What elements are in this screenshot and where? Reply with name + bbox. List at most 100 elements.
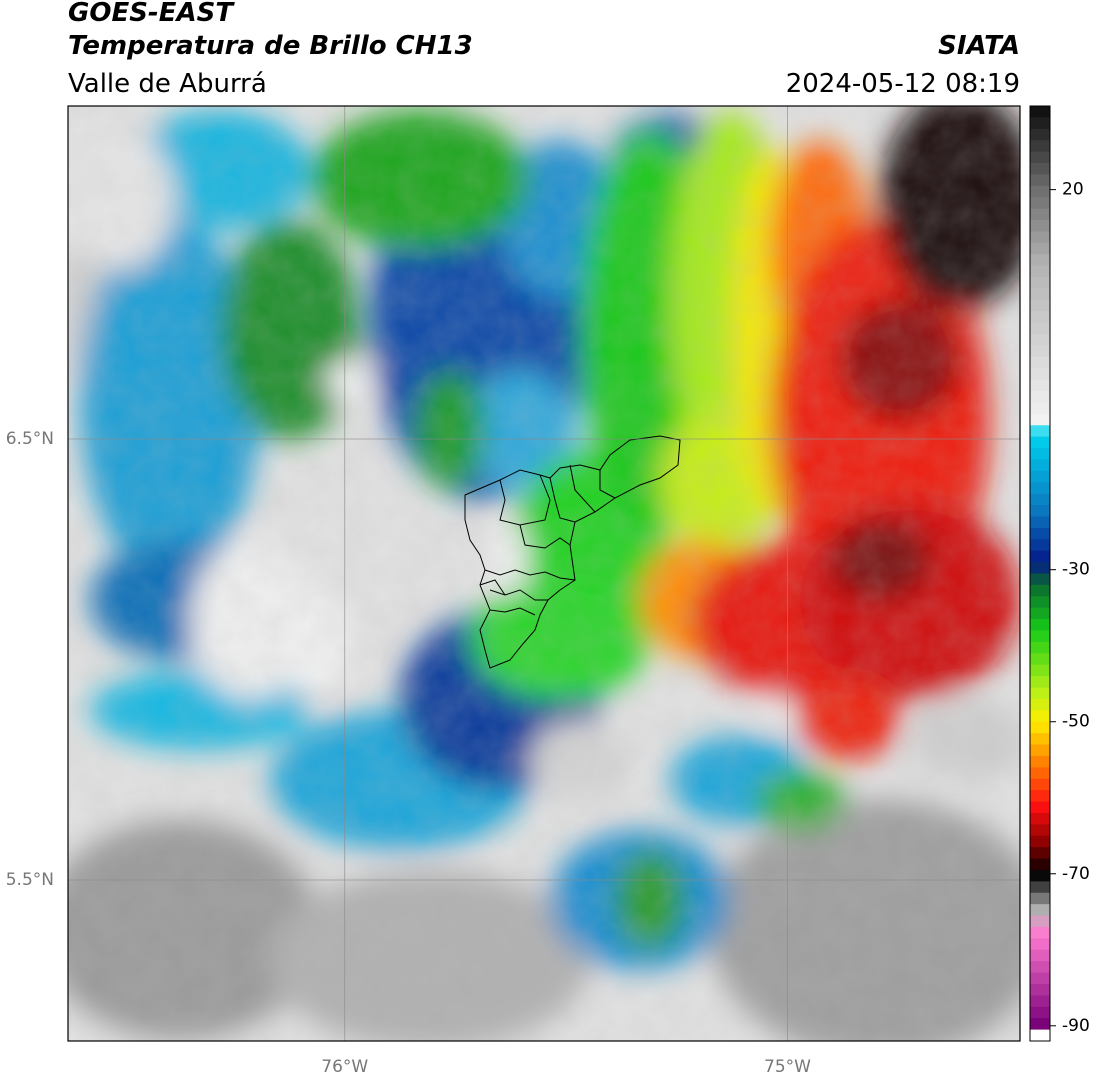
colorbar-band bbox=[1030, 288, 1050, 301]
colorbar-band bbox=[1030, 744, 1050, 757]
colorbar-band bbox=[1030, 824, 1050, 837]
colorbar-band bbox=[1030, 721, 1050, 734]
colorbar-band bbox=[1030, 163, 1050, 176]
colorbar-band bbox=[1030, 995, 1050, 1008]
colorbar-band bbox=[1030, 892, 1050, 905]
colorbar-band bbox=[1030, 949, 1050, 962]
map-frame bbox=[67, 105, 1021, 1042]
colorbar-band bbox=[1030, 505, 1050, 518]
colorbar-tick-label: -70 bbox=[1062, 864, 1090, 884]
agency-title: SIATA bbox=[938, 31, 1020, 61]
colorbar-band bbox=[1030, 208, 1050, 221]
colorbar-band bbox=[1030, 391, 1050, 404]
colorbar-band bbox=[1030, 117, 1050, 130]
colorbar-band bbox=[1030, 334, 1050, 347]
colorbar-band bbox=[1030, 653, 1050, 666]
colorbar-band bbox=[1030, 869, 1050, 882]
colorbar-band bbox=[1030, 482, 1050, 495]
colorbar-band bbox=[1030, 539, 1050, 552]
colorbar-band bbox=[1030, 356, 1050, 369]
colorbar-band bbox=[1030, 767, 1050, 780]
colorbar-band bbox=[1030, 151, 1050, 164]
colorbar-band bbox=[1030, 904, 1050, 917]
colorbar-band bbox=[1030, 961, 1050, 974]
colorbar-band bbox=[1030, 972, 1050, 985]
colorbar-band bbox=[1030, 345, 1050, 358]
colorbar-band bbox=[1030, 641, 1050, 654]
colorbar-band bbox=[1030, 550, 1050, 563]
colorbar-band bbox=[1030, 1029, 1050, 1042]
colorbar-band bbox=[1030, 402, 1050, 415]
colorbar-band bbox=[1030, 664, 1050, 677]
colorbar-band bbox=[1030, 436, 1050, 449]
colorbar-band bbox=[1030, 106, 1050, 119]
colorbar-band bbox=[1030, 231, 1050, 244]
colorbar-band bbox=[1030, 562, 1050, 575]
colorbar-band bbox=[1030, 584, 1050, 597]
graticule bbox=[68, 106, 1020, 1041]
colorbar-band bbox=[1030, 619, 1050, 632]
lat-tick-label: 5.5°N bbox=[6, 870, 54, 890]
datetime-title: 2024-05-12 08:19 bbox=[785, 69, 1020, 99]
colorbar-band bbox=[1030, 527, 1050, 540]
lat-tick-label: 6.5°N bbox=[6, 429, 54, 449]
colorbar-band bbox=[1030, 516, 1050, 529]
colorbar-band bbox=[1030, 413, 1050, 426]
colorbar-band bbox=[1030, 687, 1050, 700]
colorbar-tick-label: -50 bbox=[1062, 712, 1090, 732]
colorbar-band bbox=[1030, 630, 1050, 643]
region-title: Valle de Aburrá bbox=[68, 69, 267, 99]
colorbar-frame bbox=[1029, 105, 1051, 1042]
colorbar-band bbox=[1030, 755, 1050, 768]
colorbar-band bbox=[1030, 915, 1050, 928]
colorbar-tick-label: -30 bbox=[1062, 560, 1090, 580]
colorbar-band bbox=[1030, 847, 1050, 860]
colorbar-band bbox=[1030, 265, 1050, 278]
colorbar-band bbox=[1030, 983, 1050, 996]
colorbar-band bbox=[1030, 698, 1050, 711]
colorbar-band bbox=[1030, 220, 1050, 233]
colorbar: 20 -30 -50 -70 -90 bbox=[1029, 105, 1090, 1042]
colorbar-band bbox=[1030, 926, 1050, 939]
lon-tick-label: 76°W bbox=[321, 1057, 368, 1077]
colorbar-bands bbox=[1030, 106, 1050, 1042]
colorbar-band bbox=[1030, 128, 1050, 141]
product-title: Temperatura de Brillo CH13 bbox=[68, 31, 473, 61]
colorbar-band bbox=[1030, 197, 1050, 210]
colorbar-band bbox=[1030, 254, 1050, 267]
colorbar-band bbox=[1030, 174, 1050, 187]
colorbar-band bbox=[1030, 812, 1050, 825]
colorbar-band bbox=[1030, 493, 1050, 506]
colorbar-band bbox=[1030, 425, 1050, 438]
colorbar-band bbox=[1030, 596, 1050, 609]
colorbar-band bbox=[1030, 801, 1050, 814]
colorbar-band bbox=[1030, 470, 1050, 483]
colorbar-tick-label: -90 bbox=[1062, 1016, 1090, 1036]
colorbar-band bbox=[1030, 790, 1050, 803]
brightness-temperature-imagery bbox=[68, 106, 1020, 1041]
colorbar-band bbox=[1030, 858, 1050, 871]
colorbar-band bbox=[1030, 733, 1050, 746]
colorbar-band bbox=[1030, 185, 1050, 198]
colorbar-band bbox=[1030, 277, 1050, 290]
colorbar-band bbox=[1030, 1018, 1050, 1031]
colorbar-band bbox=[1030, 573, 1050, 586]
municipal-boundaries bbox=[464, 435, 681, 669]
colorbar-band bbox=[1030, 140, 1050, 153]
colorbar-band bbox=[1030, 379, 1050, 392]
colorbar-band bbox=[1030, 938, 1050, 951]
colorbar-band bbox=[1030, 311, 1050, 324]
colorbar-band bbox=[1030, 881, 1050, 894]
colorbar-band bbox=[1030, 368, 1050, 381]
colorbar-band bbox=[1030, 448, 1050, 461]
colorbar-band bbox=[1030, 299, 1050, 312]
colorbar-band bbox=[1030, 710, 1050, 723]
colorbar-band bbox=[1030, 459, 1050, 472]
colorbar-band bbox=[1030, 607, 1050, 620]
colorbar-band bbox=[1030, 676, 1050, 689]
colorbar-band bbox=[1030, 1006, 1050, 1019]
colorbar-band bbox=[1030, 778, 1050, 791]
colorbar-tick-label: 20 bbox=[1062, 180, 1084, 200]
colorbar-ticks: 20 -30 -50 -70 -90 bbox=[1050, 180, 1090, 1036]
